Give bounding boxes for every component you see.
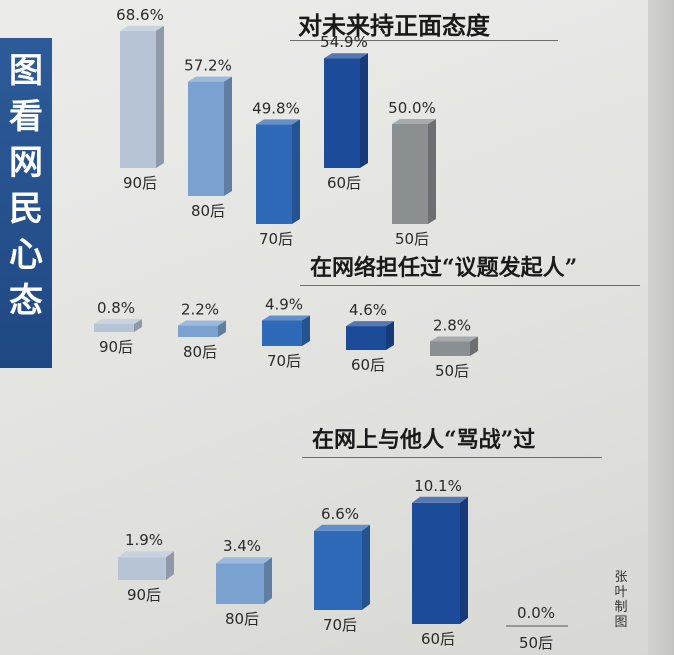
side-title-char: 网 bbox=[9, 143, 43, 183]
category-label-70: 70后 bbox=[259, 230, 293, 248]
category-label-50: 50后 bbox=[435, 362, 469, 380]
chart-2-title-rule bbox=[300, 285, 640, 286]
side-title-char: 图 bbox=[9, 51, 43, 91]
bar-90-front bbox=[94, 324, 134, 332]
bar-70-top bbox=[256, 119, 300, 125]
value-label-70: 6.6% bbox=[321, 505, 359, 523]
bar-50-top bbox=[430, 336, 478, 342]
credit-char: 张 bbox=[614, 570, 628, 585]
bar-50-front bbox=[430, 341, 470, 356]
category-label-90: 90后 bbox=[123, 174, 157, 192]
value-label-50: 0.0% bbox=[517, 604, 555, 622]
category-label-60: 60后 bbox=[327, 174, 361, 192]
side-title-char: 心 bbox=[9, 235, 43, 275]
bar-70-top bbox=[314, 524, 370, 531]
chart-1: 68.6% 90后 57.2% 80后 49.8% 70后 54.9% 60后 50.0% 50后 bbox=[116, 6, 436, 248]
credit: 张 叶 制 图 bbox=[613, 570, 629, 630]
bar-90-top bbox=[94, 319, 142, 324]
value-label-90: 68.6% bbox=[116, 6, 164, 24]
bar-60-side bbox=[386, 321, 394, 350]
chart-2: 0.8% 90后 2.2% 80后 4.9% 70后 4.6% 60后 2.8% 50后 bbox=[94, 296, 478, 380]
category-label-90: 90后 bbox=[127, 586, 161, 604]
bar-90-front bbox=[118, 557, 166, 580]
chart-1-title: 对未来持正面态度 bbox=[298, 11, 490, 40]
bar-80-top bbox=[216, 557, 272, 564]
bar-90-side bbox=[134, 319, 142, 332]
category-label-80: 80后 bbox=[183, 343, 217, 361]
bar-50-top bbox=[392, 119, 436, 124]
bar-60-side bbox=[460, 496, 468, 624]
bar-80-front bbox=[178, 325, 218, 337]
side-title-char: 民 bbox=[9, 189, 43, 229]
value-label-80: 2.2% bbox=[181, 301, 219, 319]
category-label-70: 70后 bbox=[323, 616, 357, 634]
category-label-50: 50后 bbox=[395, 230, 429, 248]
bar-70-front bbox=[314, 530, 362, 610]
value-label-90: 0.8% bbox=[97, 299, 135, 317]
bar-90-side bbox=[166, 551, 174, 580]
category-label-60: 60后 bbox=[351, 356, 385, 374]
side-title-char: 态 bbox=[9, 281, 43, 321]
bar-80-side bbox=[264, 557, 272, 604]
bar-70-side bbox=[302, 315, 310, 346]
bar-70-top bbox=[262, 315, 310, 321]
value-label-60: 4.6% bbox=[349, 301, 387, 319]
value-label-60: 54.9% bbox=[320, 33, 368, 51]
value-label-70: 49.8% bbox=[252, 99, 300, 117]
bar-80-top bbox=[188, 76, 232, 82]
value-label-80: 3.4% bbox=[223, 537, 261, 555]
bar-80-side bbox=[224, 76, 232, 196]
category-label-50: 50后 bbox=[519, 634, 553, 652]
value-label-80: 57.2% bbox=[184, 57, 232, 75]
bar-60-front bbox=[412, 502, 460, 624]
bar-90-front bbox=[120, 30, 156, 168]
category-label-60: 60后 bbox=[421, 630, 455, 648]
value-label-50: 50.0% bbox=[388, 99, 436, 117]
value-label-70: 4.9% bbox=[265, 296, 303, 314]
credit-char: 制 bbox=[614, 600, 628, 615]
value-label-50: 2.8% bbox=[433, 316, 471, 334]
bar-80-front bbox=[216, 563, 264, 604]
page-fold-edge bbox=[648, 0, 674, 655]
chart-1-title-rule bbox=[290, 40, 558, 41]
chart-3-title: 在网上与他人“骂战”过 bbox=[312, 427, 536, 453]
value-label-60: 10.1% bbox=[414, 477, 462, 495]
bar-70-front bbox=[262, 320, 302, 346]
bar-70-side bbox=[362, 524, 370, 610]
chart-3: 1.9% 90后 3.4% 80后 6.6% 70后 10.1% 60后 0.0% 50后 bbox=[118, 477, 568, 652]
value-label-90: 1.9% bbox=[125, 531, 163, 549]
bar-90-top bbox=[120, 25, 164, 31]
bar-60-front bbox=[324, 58, 360, 169]
bar-70-side bbox=[292, 119, 300, 224]
chart-2-title: 在网络担任过“议题发起人” bbox=[310, 255, 578, 281]
chart-3-title-rule bbox=[302, 457, 602, 458]
credit-char: 图 bbox=[614, 615, 628, 630]
category-label-80: 80后 bbox=[191, 202, 225, 220]
side-banner: 图 看 网 民 心 态 bbox=[0, 38, 52, 368]
bar-70-front bbox=[256, 124, 292, 224]
category-label-90: 90后 bbox=[99, 338, 133, 356]
bar-50-front bbox=[392, 124, 428, 224]
bar-60-front bbox=[346, 326, 386, 350]
bar-60-top bbox=[412, 496, 468, 503]
bar-50-side bbox=[470, 336, 478, 356]
bar-90-top bbox=[118, 551, 174, 558]
bar-80-top bbox=[178, 320, 226, 326]
credit-char: 叶 bbox=[614, 585, 628, 600]
category-label-70: 70后 bbox=[267, 352, 301, 370]
bar-60-side bbox=[360, 53, 368, 169]
bar-60-top bbox=[324, 53, 368, 59]
side-title-char: 看 bbox=[9, 97, 43, 137]
bar-60-top bbox=[346, 321, 394, 327]
bar-50-side bbox=[428, 119, 436, 224]
bar-80-side bbox=[218, 320, 226, 337]
bar-80-front bbox=[188, 81, 224, 196]
category-label-80: 80后 bbox=[225, 610, 259, 628]
bar-90-side bbox=[156, 25, 164, 168]
